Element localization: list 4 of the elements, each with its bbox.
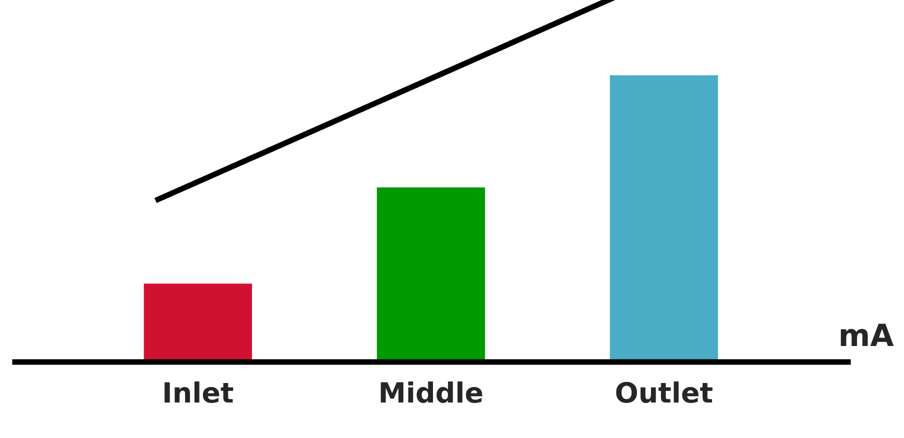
x-tick-label: Middle <box>380 381 482 403</box>
y-axis-title: mA <box>840 324 894 346</box>
x-tick-label: Outlet <box>616 381 712 403</box>
x-tick-label: Inlet <box>164 381 234 403</box>
